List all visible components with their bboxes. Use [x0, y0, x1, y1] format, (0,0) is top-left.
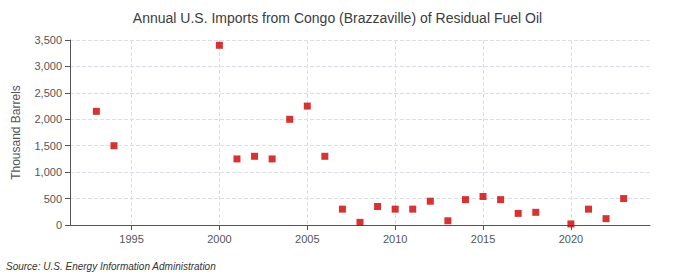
svg-text:1995: 1995: [119, 233, 143, 245]
svg-text:Annual U.S. Imports from Congo: Annual U.S. Imports from Congo (Brazzavi…: [133, 10, 542, 26]
svg-text:Source: U.S. Energy Informatio: Source: U.S. Energy Information Administ…: [6, 261, 216, 272]
svg-text:3,500: 3,500: [34, 34, 62, 46]
svg-text:2015: 2015: [471, 233, 495, 245]
svg-text:500: 500: [44, 193, 62, 205]
svg-text:Thousand Barrels: Thousand Barrels: [9, 85, 23, 180]
svg-text:1,000: 1,000: [34, 166, 62, 178]
svg-text:2010: 2010: [383, 233, 407, 245]
svg-text:2000: 2000: [207, 233, 231, 245]
svg-text:0: 0: [56, 219, 62, 231]
svg-text:2,500: 2,500: [34, 87, 62, 99]
svg-text:2005: 2005: [295, 233, 319, 245]
svg-text:2,000: 2,000: [34, 113, 62, 125]
svg-text:1,500: 1,500: [34, 140, 62, 152]
svg-text:2020: 2020: [559, 233, 583, 245]
svg-text:3,000: 3,000: [34, 60, 62, 72]
